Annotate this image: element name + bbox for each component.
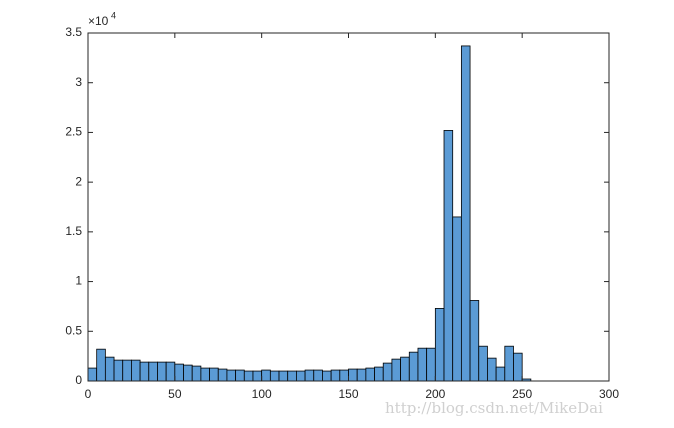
bar	[443, 130, 454, 382]
bar	[356, 368, 367, 382]
bar	[434, 308, 445, 382]
bar	[96, 348, 106, 382]
bar	[478, 345, 488, 382]
bar	[269, 370, 280, 382]
bar	[504, 345, 514, 382]
bar	[139, 361, 150, 382]
bar	[400, 356, 410, 382]
bar	[495, 366, 506, 382]
x-tick-label: 150	[338, 387, 358, 401]
bar	[330, 369, 341, 382]
bar	[469, 300, 480, 382]
bar	[408, 351, 419, 382]
bar	[452, 216, 462, 382]
y-tick-label: 1.5	[65, 224, 82, 238]
bar	[287, 370, 297, 382]
bar	[295, 370, 306, 382]
x-tick-label: 200	[425, 387, 445, 401]
bar	[313, 369, 323, 382]
bar	[243, 370, 254, 382]
bar	[183, 364, 193, 382]
bar	[382, 362, 393, 382]
y-tick-label: 1	[75, 274, 82, 288]
y-tick-label: 3	[75, 75, 82, 89]
bar	[174, 363, 184, 382]
y-tick-label: 3.5	[65, 25, 82, 39]
bar	[460, 45, 471, 382]
x-tick-label: 50	[168, 387, 182, 401]
bar	[513, 352, 523, 382]
y-tick-label: 2.5	[65, 125, 82, 139]
bar	[261, 369, 271, 382]
bar	[157, 361, 167, 382]
bar	[278, 370, 289, 382]
bar	[131, 359, 141, 382]
bar	[200, 367, 210, 382]
y-scale-exponent: 4	[111, 10, 116, 20]
bar	[252, 370, 263, 382]
bar	[226, 369, 237, 382]
x-tick-label: 100	[252, 387, 272, 401]
bar	[365, 367, 375, 382]
x-tick-label: 0	[85, 387, 92, 401]
y-tick-label: 0.5	[65, 323, 82, 337]
bar	[391, 358, 401, 382]
bar	[209, 367, 219, 382]
bar	[235, 369, 245, 382]
y-scale-base: ×10	[88, 14, 109, 28]
bar	[104, 356, 115, 382]
bar	[122, 359, 132, 382]
bar	[374, 366, 384, 382]
bar	[322, 370, 332, 382]
bar	[426, 347, 436, 382]
bar	[487, 357, 497, 382]
watermark: http://blog.csdn.net/MikeDai	[385, 399, 603, 417]
bar	[304, 369, 315, 382]
bar	[87, 367, 98, 382]
y-tick-label: 2	[75, 174, 82, 188]
bar	[217, 368, 228, 382]
x-tick-label: 250	[512, 387, 532, 401]
x-tick-label: 300	[599, 387, 619, 401]
bar	[348, 368, 358, 382]
bar	[417, 347, 428, 382]
bar	[148, 361, 158, 382]
bar	[165, 361, 176, 382]
bar	[113, 359, 124, 382]
bar	[191, 365, 202, 382]
bar	[339, 369, 349, 382]
y-tick-label: 0	[75, 373, 82, 387]
